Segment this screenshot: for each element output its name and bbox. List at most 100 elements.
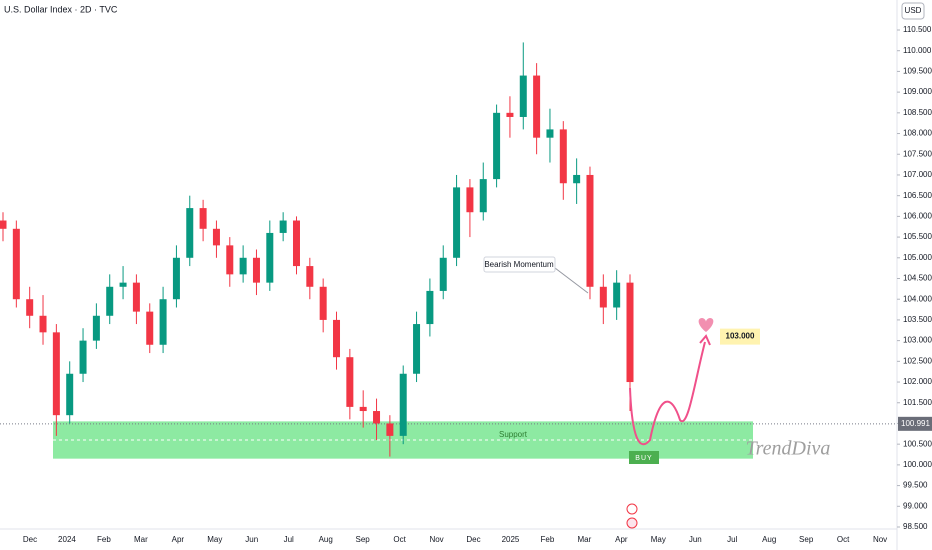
target-box — [720, 328, 760, 345]
chart-title: U.S. Dollar Index · 2D · TVC — [4, 4, 118, 14]
candle-body — [239, 257, 247, 275]
candle-body — [292, 220, 300, 267]
candle-body — [79, 340, 87, 374]
y-tick-label: 108.500 — [903, 108, 932, 117]
event-icon — [626, 517, 638, 529]
x-tick-label: Nov — [873, 535, 887, 544]
candle-body — [279, 220, 287, 233]
y-tick-label: 100.000 — [903, 460, 932, 469]
candle-body — [559, 129, 567, 184]
candle-body — [172, 257, 180, 300]
x-tick-label: Mar — [134, 535, 148, 544]
heart — [698, 318, 714, 332]
x-tick-label: Oct — [837, 535, 850, 544]
candle-body — [399, 373, 407, 436]
candle-body — [599, 286, 607, 308]
candle-body — [159, 299, 167, 345]
candle-body — [119, 282, 127, 287]
x-tick-label: Jun — [689, 535, 702, 544]
candle-body — [426, 290, 434, 325]
y-tick-label: 110.000 — [903, 46, 932, 55]
candle-body — [66, 373, 74, 416]
candle-body — [146, 311, 154, 345]
x-tick-label: Jun — [245, 535, 258, 544]
y-tick-label: 104.500 — [903, 274, 932, 283]
candle-body — [212, 228, 220, 246]
target-label: 103.000 — [726, 332, 755, 341]
candle-body — [439, 257, 447, 291]
y-tick-label: 99.000 — [903, 501, 928, 510]
y-tick-label: 98.500 — [903, 522, 928, 531]
candle-body — [626, 282, 634, 383]
y-tick-label: 102.000 — [903, 377, 932, 386]
x-tick-label: Feb — [541, 535, 555, 544]
x-tick-label: May — [651, 535, 666, 544]
x-tick-label: Nov — [429, 535, 443, 544]
y-tick-label: 108.000 — [903, 129, 932, 138]
logo: TrendDiva — [746, 438, 831, 460]
candle-body — [346, 357, 354, 407]
candle-body — [319, 286, 327, 320]
candle-body — [199, 208, 207, 229]
y-tick-label: 101.500 — [903, 398, 932, 407]
last-price-label: 100.991 — [901, 419, 930, 428]
currency: USD — [905, 6, 922, 15]
candle-body — [359, 406, 367, 412]
y-tick-label: 103.500 — [903, 315, 932, 324]
x-tick-label: Sep — [799, 535, 814, 544]
support-label: Support — [499, 430, 528, 439]
y-tick-label: 100.500 — [903, 439, 932, 448]
y-tick-label: 109.500 — [903, 67, 932, 76]
candle-body — [573, 174, 581, 184]
candle-body — [0, 220, 7, 229]
buy-label: BUY — [635, 455, 652, 462]
x-tick-label: Mar — [578, 535, 592, 544]
x-tick-label: 2025 — [502, 535, 520, 544]
candle-body — [466, 187, 474, 213]
y-tick-label: 105.000 — [903, 253, 932, 262]
momentum-label: Bearish Momentum — [484, 260, 554, 269]
y-tick-label: 99.500 — [903, 481, 928, 490]
x-tick-label: Apr — [172, 535, 185, 544]
currency-box — [901, 2, 925, 20]
candle-body — [333, 319, 341, 358]
candle-body — [52, 332, 60, 416]
candle-body — [386, 423, 394, 436]
y-tick-label: 106.000 — [903, 211, 932, 220]
y-tick-label: 109.000 — [903, 87, 932, 96]
x-tick-label: Dec — [23, 535, 37, 544]
candle-body — [12, 228, 20, 300]
x-tick-label: 2024 — [58, 535, 76, 544]
candle-body — [493, 112, 501, 180]
y-tick-label: 103.000 — [903, 336, 932, 345]
x-tick-label: Dec — [466, 535, 480, 544]
x-tick-label: Feb — [97, 535, 111, 544]
buy-box — [629, 451, 659, 464]
candle-body — [613, 282, 621, 308]
candle-body — [106, 286, 114, 316]
candle-body — [533, 75, 541, 138]
candle-body — [132, 282, 140, 312]
x-tick-label: May — [207, 535, 222, 544]
candle-body — [413, 324, 421, 374]
x-tick-label: Oct — [393, 535, 406, 544]
y-tick-label: 107.000 — [903, 170, 932, 179]
candle-body — [453, 187, 461, 258]
candle-body — [306, 266, 314, 287]
candle-body — [506, 112, 514, 117]
last-price-box — [898, 416, 932, 431]
projection-path — [629, 341, 706, 446]
y-tick-label: 107.500 — [903, 149, 932, 158]
candle-body — [519, 75, 527, 117]
candle-body — [479, 179, 487, 213]
x-tick-label: Aug — [319, 535, 333, 544]
y-tick-label: 110.500 — [903, 25, 932, 34]
candle-body — [546, 129, 554, 138]
candle-body — [226, 245, 234, 275]
event-icon — [626, 503, 638, 515]
candle-body — [92, 315, 100, 341]
y-tick-label: 106.500 — [903, 191, 932, 200]
candle-body — [26, 299, 34, 316]
